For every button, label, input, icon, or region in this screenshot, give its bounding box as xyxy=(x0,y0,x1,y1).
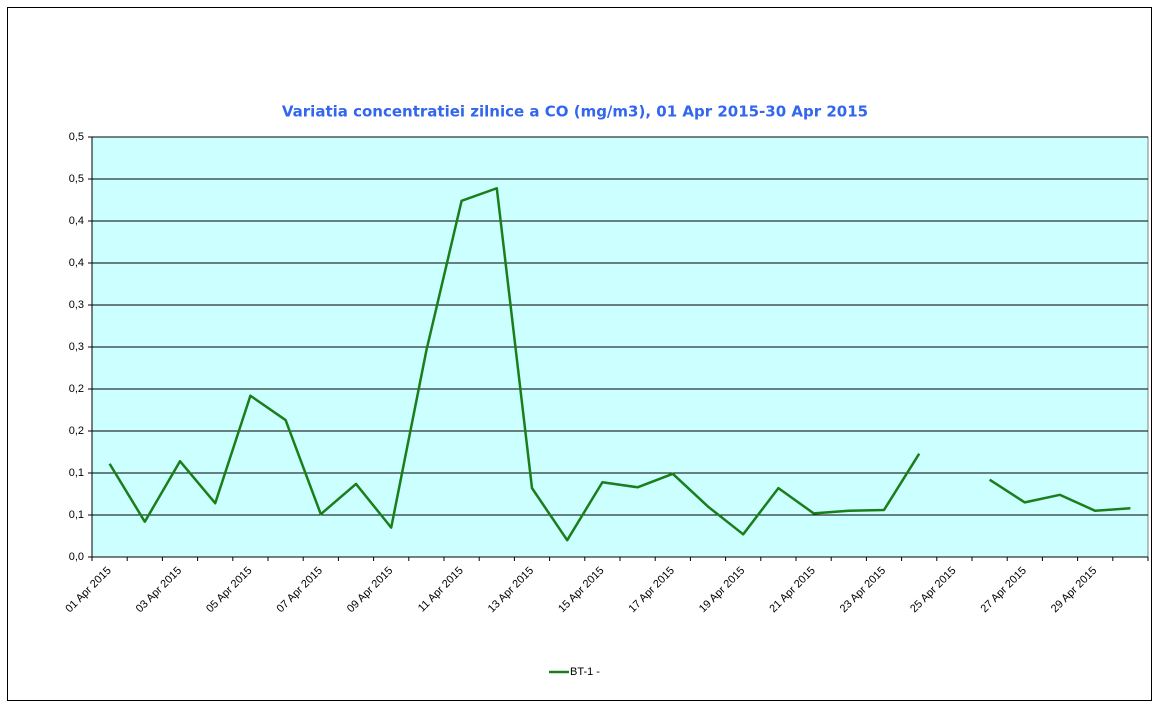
y-tick-label: 0,4 xyxy=(69,257,84,269)
y-tick-label: 0,4 xyxy=(69,215,84,227)
y-tick-label: 0,1 xyxy=(69,467,84,479)
y-tick-label: 0,3 xyxy=(69,341,84,353)
y-tick-label: 0,5 xyxy=(69,173,84,185)
y-tick-label: 0,1 xyxy=(69,509,84,521)
y-tick-label: 0,0 xyxy=(69,551,84,563)
y-tick-label: 0,2 xyxy=(69,383,84,395)
legend-label: BT-1 - xyxy=(570,666,600,678)
y-tick-label: 0,3 xyxy=(69,299,84,311)
series-line xyxy=(108,186,1131,542)
y-tick-label: 0,2 xyxy=(69,425,84,437)
y-tick-label: 0,5 xyxy=(69,131,84,143)
chart-title: Variatia concentratiei zilnice a CO (mg/… xyxy=(282,103,868,121)
